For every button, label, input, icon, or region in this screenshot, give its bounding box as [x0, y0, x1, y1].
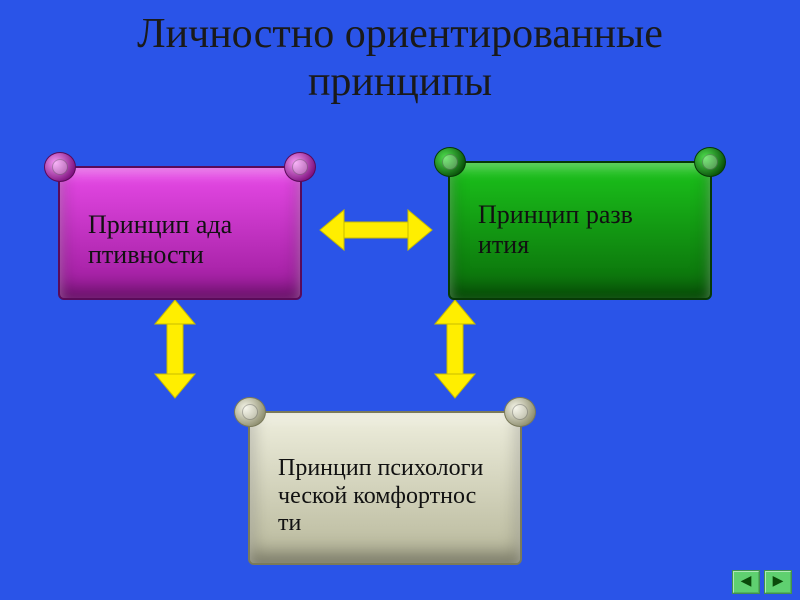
scroll-curl-icon	[284, 152, 316, 182]
scroll-label: Принцип разв ития	[478, 200, 706, 260]
next-slide-button[interactable]: ▶	[764, 570, 792, 594]
chevron-right-icon: ▶	[773, 575, 784, 589]
scroll-comfort: Принцип психологи ческой комфортнос ти	[230, 395, 540, 565]
chevron-left-icon: ◀	[741, 575, 752, 589]
scroll-curl-icon	[694, 147, 726, 177]
scroll-label: Принцип ада птивности	[88, 210, 296, 270]
prev-slide-button[interactable]: ◀	[732, 570, 760, 594]
nav-buttons: ◀ ▶	[732, 570, 792, 594]
scroll-curl-icon	[434, 147, 466, 177]
scroll-curl-icon	[234, 397, 266, 427]
scroll-development: Принцип разв ития	[430, 145, 730, 300]
scroll-curl-icon	[504, 397, 536, 427]
slide-stage: Личностно ориентированные принципы Принц…	[0, 0, 800, 600]
scroll-curl-icon	[44, 152, 76, 182]
scroll-label: Принцип психологи ческой комфортнос ти	[278, 455, 516, 538]
scroll-adaptivity: Принцип ада птивности	[40, 150, 320, 300]
